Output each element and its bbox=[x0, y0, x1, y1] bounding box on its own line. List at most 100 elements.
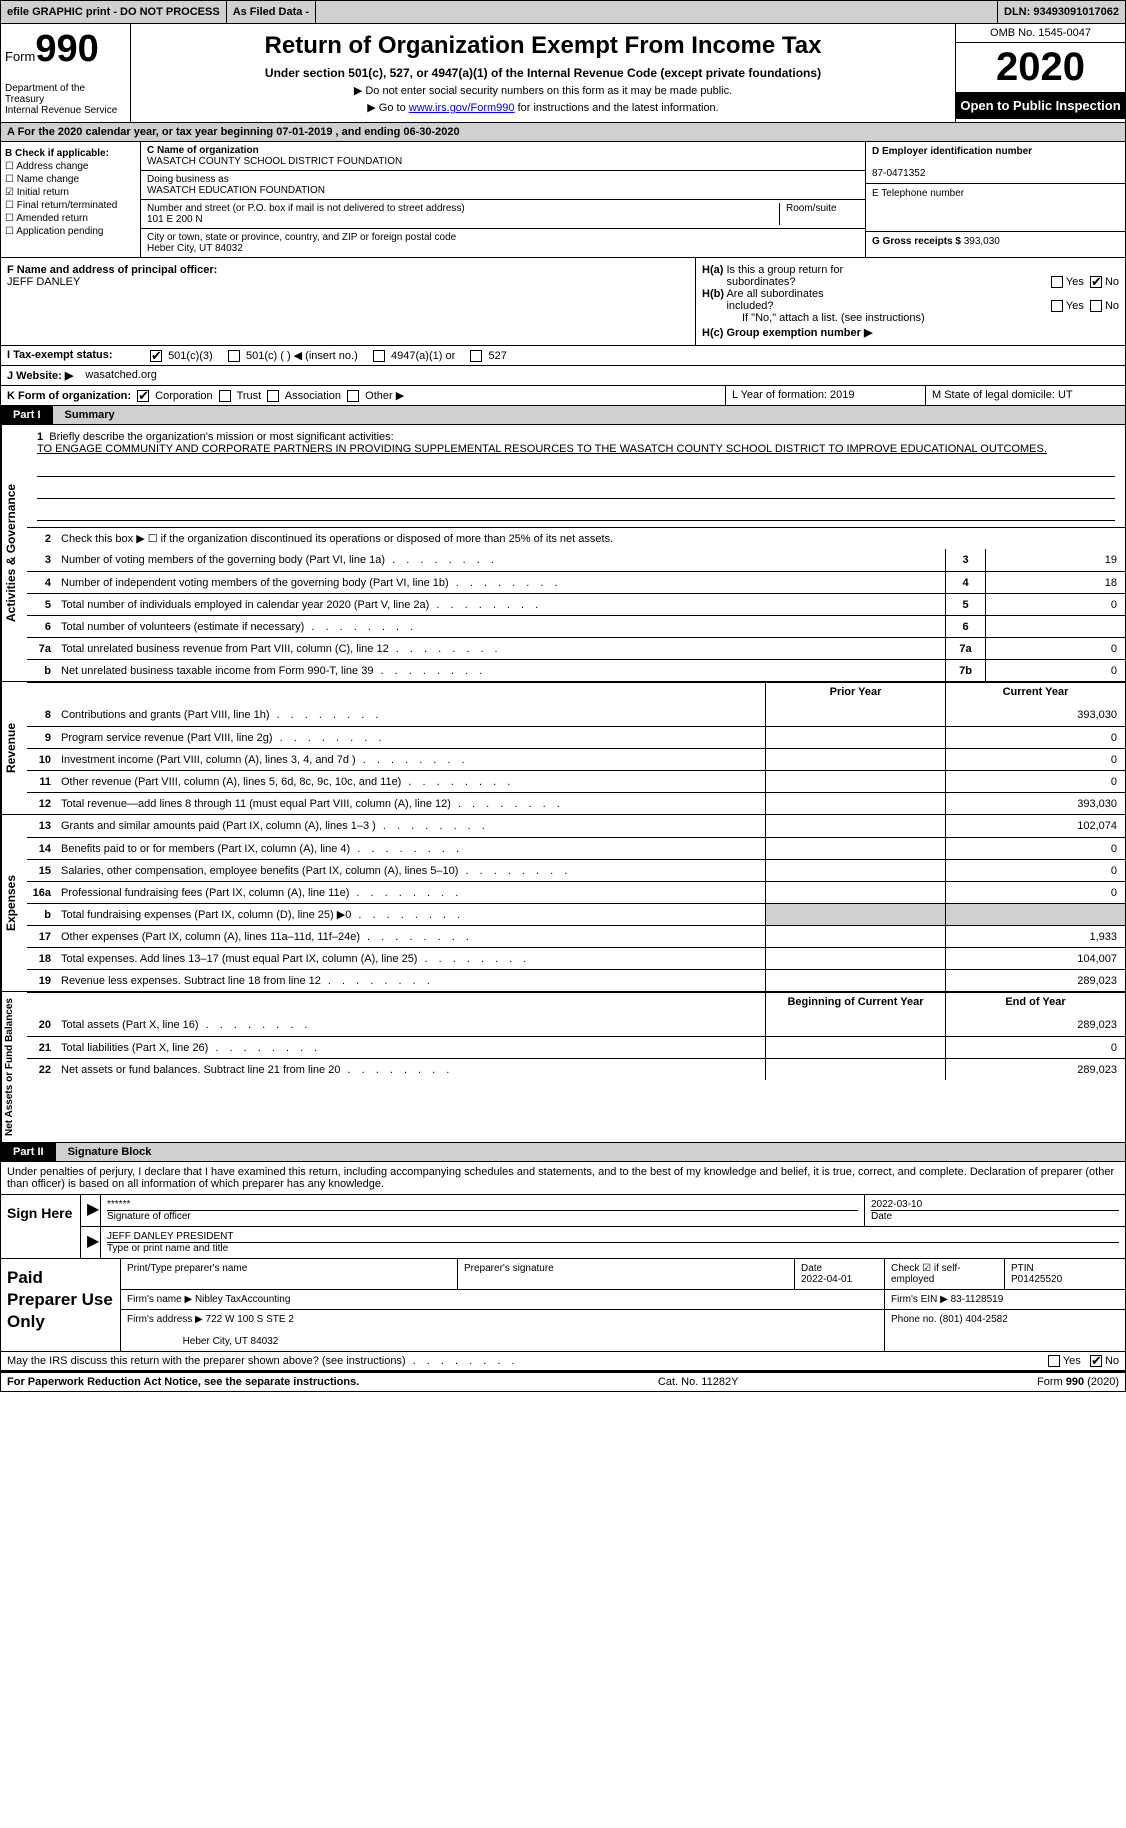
chk-527[interactable] bbox=[470, 350, 482, 362]
sig-stars: ****** bbox=[107, 1199, 130, 1210]
row-i-opts: 501(c)(3) 501(c) ( ) ◀ (insert no.) 4947… bbox=[141, 346, 1125, 365]
chk-initial-label: Initial return bbox=[17, 187, 69, 198]
chk-pending-label: Application pending bbox=[16, 226, 103, 237]
sign-here: Sign Here ▶ ****** Signature of officer … bbox=[0, 1195, 1126, 1259]
row-klm: K Form of organization: Corporation Trus… bbox=[0, 386, 1126, 406]
begin-year-hdr: Beginning of Current Year bbox=[765, 993, 945, 1014]
chk-amended-label: Amended return bbox=[16, 213, 88, 224]
discuss-yes-label: Yes bbox=[1063, 1355, 1081, 1367]
discuss-q: May the IRS discuss this return with the… bbox=[7, 1355, 406, 1367]
line-2: 2 Check this box ▶ ☐ if the organization… bbox=[27, 527, 1125, 549]
section-fh: F Name and address of principal officer:… bbox=[0, 258, 1126, 346]
gov-line-4: 4Number of independent voting members of… bbox=[27, 571, 1125, 593]
city-label: City or town, state or province, country… bbox=[147, 232, 456, 243]
h-c: H(c) Group exemption number ▶ bbox=[702, 326, 1119, 339]
chk-assoc[interactable] bbox=[267, 390, 279, 402]
netassets-section: Net Assets or Fund Balances Beginning of… bbox=[0, 992, 1126, 1143]
gov-line-3: 3Number of voting members of the governi… bbox=[27, 549, 1125, 571]
footer: For Paperwork Reduction Act Notice, see … bbox=[0, 1371, 1126, 1392]
section-b-hdr: B Check if applicable: bbox=[5, 148, 136, 159]
row-m: M State of legal domicile: UT bbox=[925, 386, 1125, 405]
declaration: Under penalties of perjury, I declare th… bbox=[0, 1162, 1126, 1195]
ha-no[interactable] bbox=[1090, 276, 1102, 288]
row-j: J Website: ▶ wasatched.org bbox=[0, 366, 1126, 386]
chk-trust[interactable] bbox=[219, 390, 231, 402]
row-k: K Form of organization: Corporation Trus… bbox=[1, 386, 725, 405]
chk-amended[interactable]: ☐ Amended return bbox=[5, 213, 136, 224]
h-b: H(b) Are all subordinates included? Yes … bbox=[702, 288, 1119, 312]
asfiled-label: As Filed Data - bbox=[227, 1, 316, 23]
expenses-label: Expenses bbox=[1, 815, 27, 991]
mission-line-2 bbox=[37, 459, 1115, 477]
line-11: 11Other revenue (Part VIII, column (A), … bbox=[27, 770, 1125, 792]
topbar: efile GRAPHIC print - DO NOT PROCESS As … bbox=[0, 0, 1126, 24]
chk-address[interactable]: ☐ Address change bbox=[5, 161, 136, 172]
dln: DLN: 93493091017062 bbox=[998, 1, 1125, 23]
city-row: City or town, state or province, country… bbox=[141, 229, 865, 257]
chk-final[interactable]: ☐ Final return/terminated bbox=[5, 200, 136, 211]
row-a: A For the 2020 calendar year, or tax yea… bbox=[0, 123, 1126, 142]
row-i-label: I Tax-exempt status: bbox=[1, 346, 141, 365]
discuss-row: May the IRS discuss this return with the… bbox=[0, 1352, 1126, 1371]
activities-governance-label: Activities & Governance bbox=[1, 425, 27, 681]
revenue-section: Revenue Prior Year Current Year 8Contrib… bbox=[0, 682, 1126, 815]
section-c: C Name of organization WASATCH COUNTY SC… bbox=[141, 142, 865, 257]
h-b-note: If "No," attach a list. (see instruction… bbox=[702, 312, 1119, 324]
chk-other[interactable] bbox=[347, 390, 359, 402]
gov-line-6: 6Total number of volunteers (estimate if… bbox=[27, 615, 1125, 637]
gov-line-5: 5Total number of individuals employed in… bbox=[27, 593, 1125, 615]
chk-501c[interactable] bbox=[228, 350, 240, 362]
revenue-label: Revenue bbox=[1, 682, 27, 814]
prep-date: 2022-04-01 bbox=[801, 1274, 852, 1285]
chk-pending[interactable]: ☐ Application pending bbox=[5, 226, 136, 237]
mission-line-3 bbox=[37, 481, 1115, 499]
dba-value: WASATCH EDUCATION FOUNDATION bbox=[147, 185, 325, 196]
expenses-section: Expenses 13Grants and similar amounts pa… bbox=[0, 815, 1126, 992]
chk-corp[interactable] bbox=[137, 390, 149, 402]
room-label: Room/suite bbox=[779, 203, 859, 225]
chk-final-label: Final return/terminated bbox=[17, 200, 118, 211]
paid-preparer: Paid Preparer Use Only Print/Type prepar… bbox=[0, 1259, 1126, 1352]
dln-label: DLN: bbox=[1004, 6, 1030, 18]
discuss-yes[interactable] bbox=[1048, 1355, 1060, 1367]
note-b-post: for instructions and the latest informat… bbox=[515, 102, 719, 114]
section-bcd: B Check if applicable: ☐ Address change … bbox=[0, 142, 1126, 258]
city-value: Heber City, UT 84032 bbox=[147, 243, 243, 254]
opt-501c: 501(c) ( ) ◀ (insert no.) bbox=[246, 350, 358, 362]
discuss-no[interactable] bbox=[1090, 1355, 1102, 1367]
part-ii-grey: Signature Block bbox=[56, 1143, 1125, 1161]
form-title: Return of Organization Exempt From Incom… bbox=[139, 32, 947, 60]
cat-no: Cat. No. 11282Y bbox=[658, 1376, 739, 1388]
chk-4947[interactable] bbox=[373, 350, 385, 362]
chk-501c3[interactable] bbox=[150, 350, 162, 362]
chk-initial[interactable]: ☑ Initial return bbox=[5, 187, 136, 198]
dln-value: 93493091017062 bbox=[1033, 6, 1119, 18]
firm-addr-1: 722 W 100 S STE 2 bbox=[206, 1314, 294, 1325]
gross-label: G Gross receipts $ bbox=[872, 236, 961, 247]
end-year-hdr: End of Year bbox=[945, 993, 1125, 1014]
mission-line-4 bbox=[37, 503, 1115, 521]
opt-4947: 4947(a)(1) or bbox=[391, 350, 455, 362]
firm-phone: (801) 404-2582 bbox=[939, 1314, 1007, 1325]
opt-assoc: Association bbox=[285, 390, 341, 402]
irs-link[interactable]: www.irs.gov/Form990 bbox=[409, 102, 515, 114]
tel-label: E Telephone number bbox=[872, 188, 964, 199]
form-note-b: ▶ Go to www.irs.gov/Form990 for instruct… bbox=[139, 101, 947, 114]
line-12: 12Total revenue—add lines 8 through 11 (… bbox=[27, 792, 1125, 814]
hb-no[interactable] bbox=[1090, 300, 1102, 312]
line-10: 10Investment income (Part VIII, column (… bbox=[27, 748, 1125, 770]
row-i: I Tax-exempt status: 501(c)(3) 501(c) ( … bbox=[0, 346, 1126, 366]
netassets-hdr: Beginning of Current Year End of Year bbox=[27, 992, 1125, 1014]
chk-name[interactable]: ☐ Name change bbox=[5, 174, 136, 185]
line-13: 13Grants and similar amounts paid (Part … bbox=[27, 815, 1125, 837]
hb-yes[interactable] bbox=[1051, 300, 1063, 312]
ha-yes[interactable] bbox=[1051, 276, 1063, 288]
firm-ein: 83-1128519 bbox=[951, 1294, 1004, 1305]
prior-year-hdr: Prior Year bbox=[765, 683, 945, 704]
firm-addr-2: Heber City, UT 84032 bbox=[183, 1336, 279, 1347]
year-hdr: Prior Year Current Year bbox=[27, 682, 1125, 704]
sig-date: 2022-03-10 bbox=[871, 1199, 922, 1210]
part-i-hdr: Part I Summary bbox=[0, 406, 1126, 425]
website: wasatched.org bbox=[79, 366, 163, 385]
line-22: 22Net assets or fund balances. Subtract … bbox=[27, 1058, 1125, 1080]
